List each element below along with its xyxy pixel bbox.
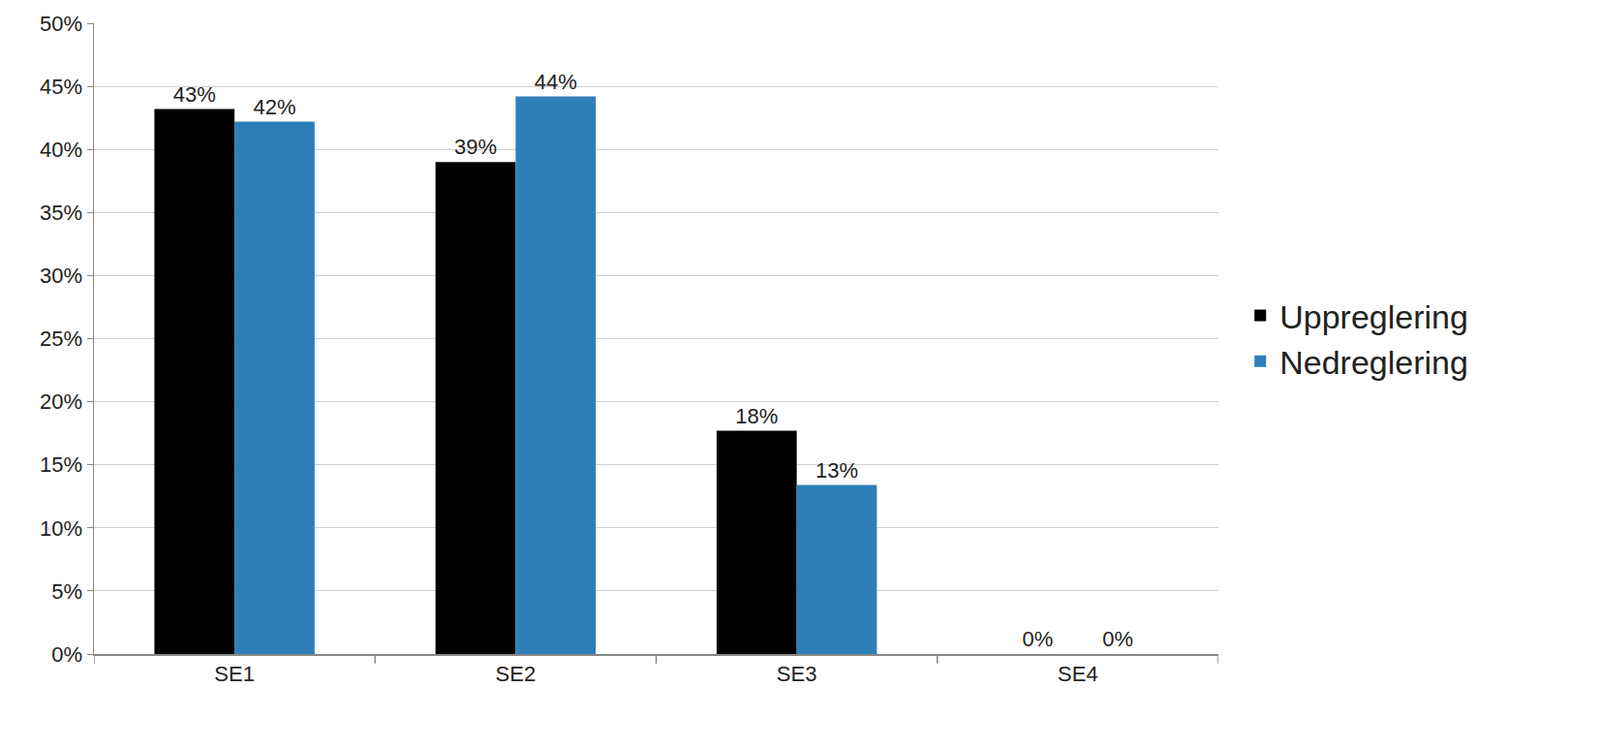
- svg-text:18%: 18%: [735, 403, 778, 429]
- svg-text:40%: 40%: [39, 137, 83, 162]
- svg-text:Nedreglering: Nedreglering: [1279, 343, 1469, 381]
- svg-text:20%: 20%: [39, 389, 83, 414]
- svg-text:5%: 5%: [51, 579, 83, 604]
- svg-text:SE2: SE2: [495, 661, 537, 686]
- svg-text:13%: 13%: [815, 458, 859, 483]
- svg-text:SE3: SE3: [776, 661, 818, 686]
- svg-text:30%: 30%: [39, 263, 83, 288]
- svg-text:35%: 35%: [39, 200, 83, 225]
- svg-text:43%: 43%: [173, 82, 216, 107]
- svg-text:0%: 0%: [1102, 626, 1134, 651]
- svg-text:39%: 39%: [454, 134, 497, 159]
- svg-text:42%: 42%: [252, 94, 296, 120]
- svg-text:44%: 44%: [534, 69, 578, 94]
- svg-text:45%: 45%: [39, 74, 83, 99]
- svg-text:50%: 50%: [39, 11, 83, 36]
- svg-text:0%: 0%: [1022, 626, 1054, 651]
- svg-text:25%: 25%: [39, 326, 83, 351]
- svg-text:0%: 0%: [51, 642, 83, 667]
- svg-text:15%: 15%: [39, 452, 83, 477]
- svg-text:10%: 10%: [39, 516, 83, 541]
- svg-text:Uppreglering: Uppreglering: [1279, 298, 1469, 336]
- svg-text:SE4: SE4: [1057, 661, 1099, 686]
- svg-text:SE1: SE1: [214, 661, 255, 686]
